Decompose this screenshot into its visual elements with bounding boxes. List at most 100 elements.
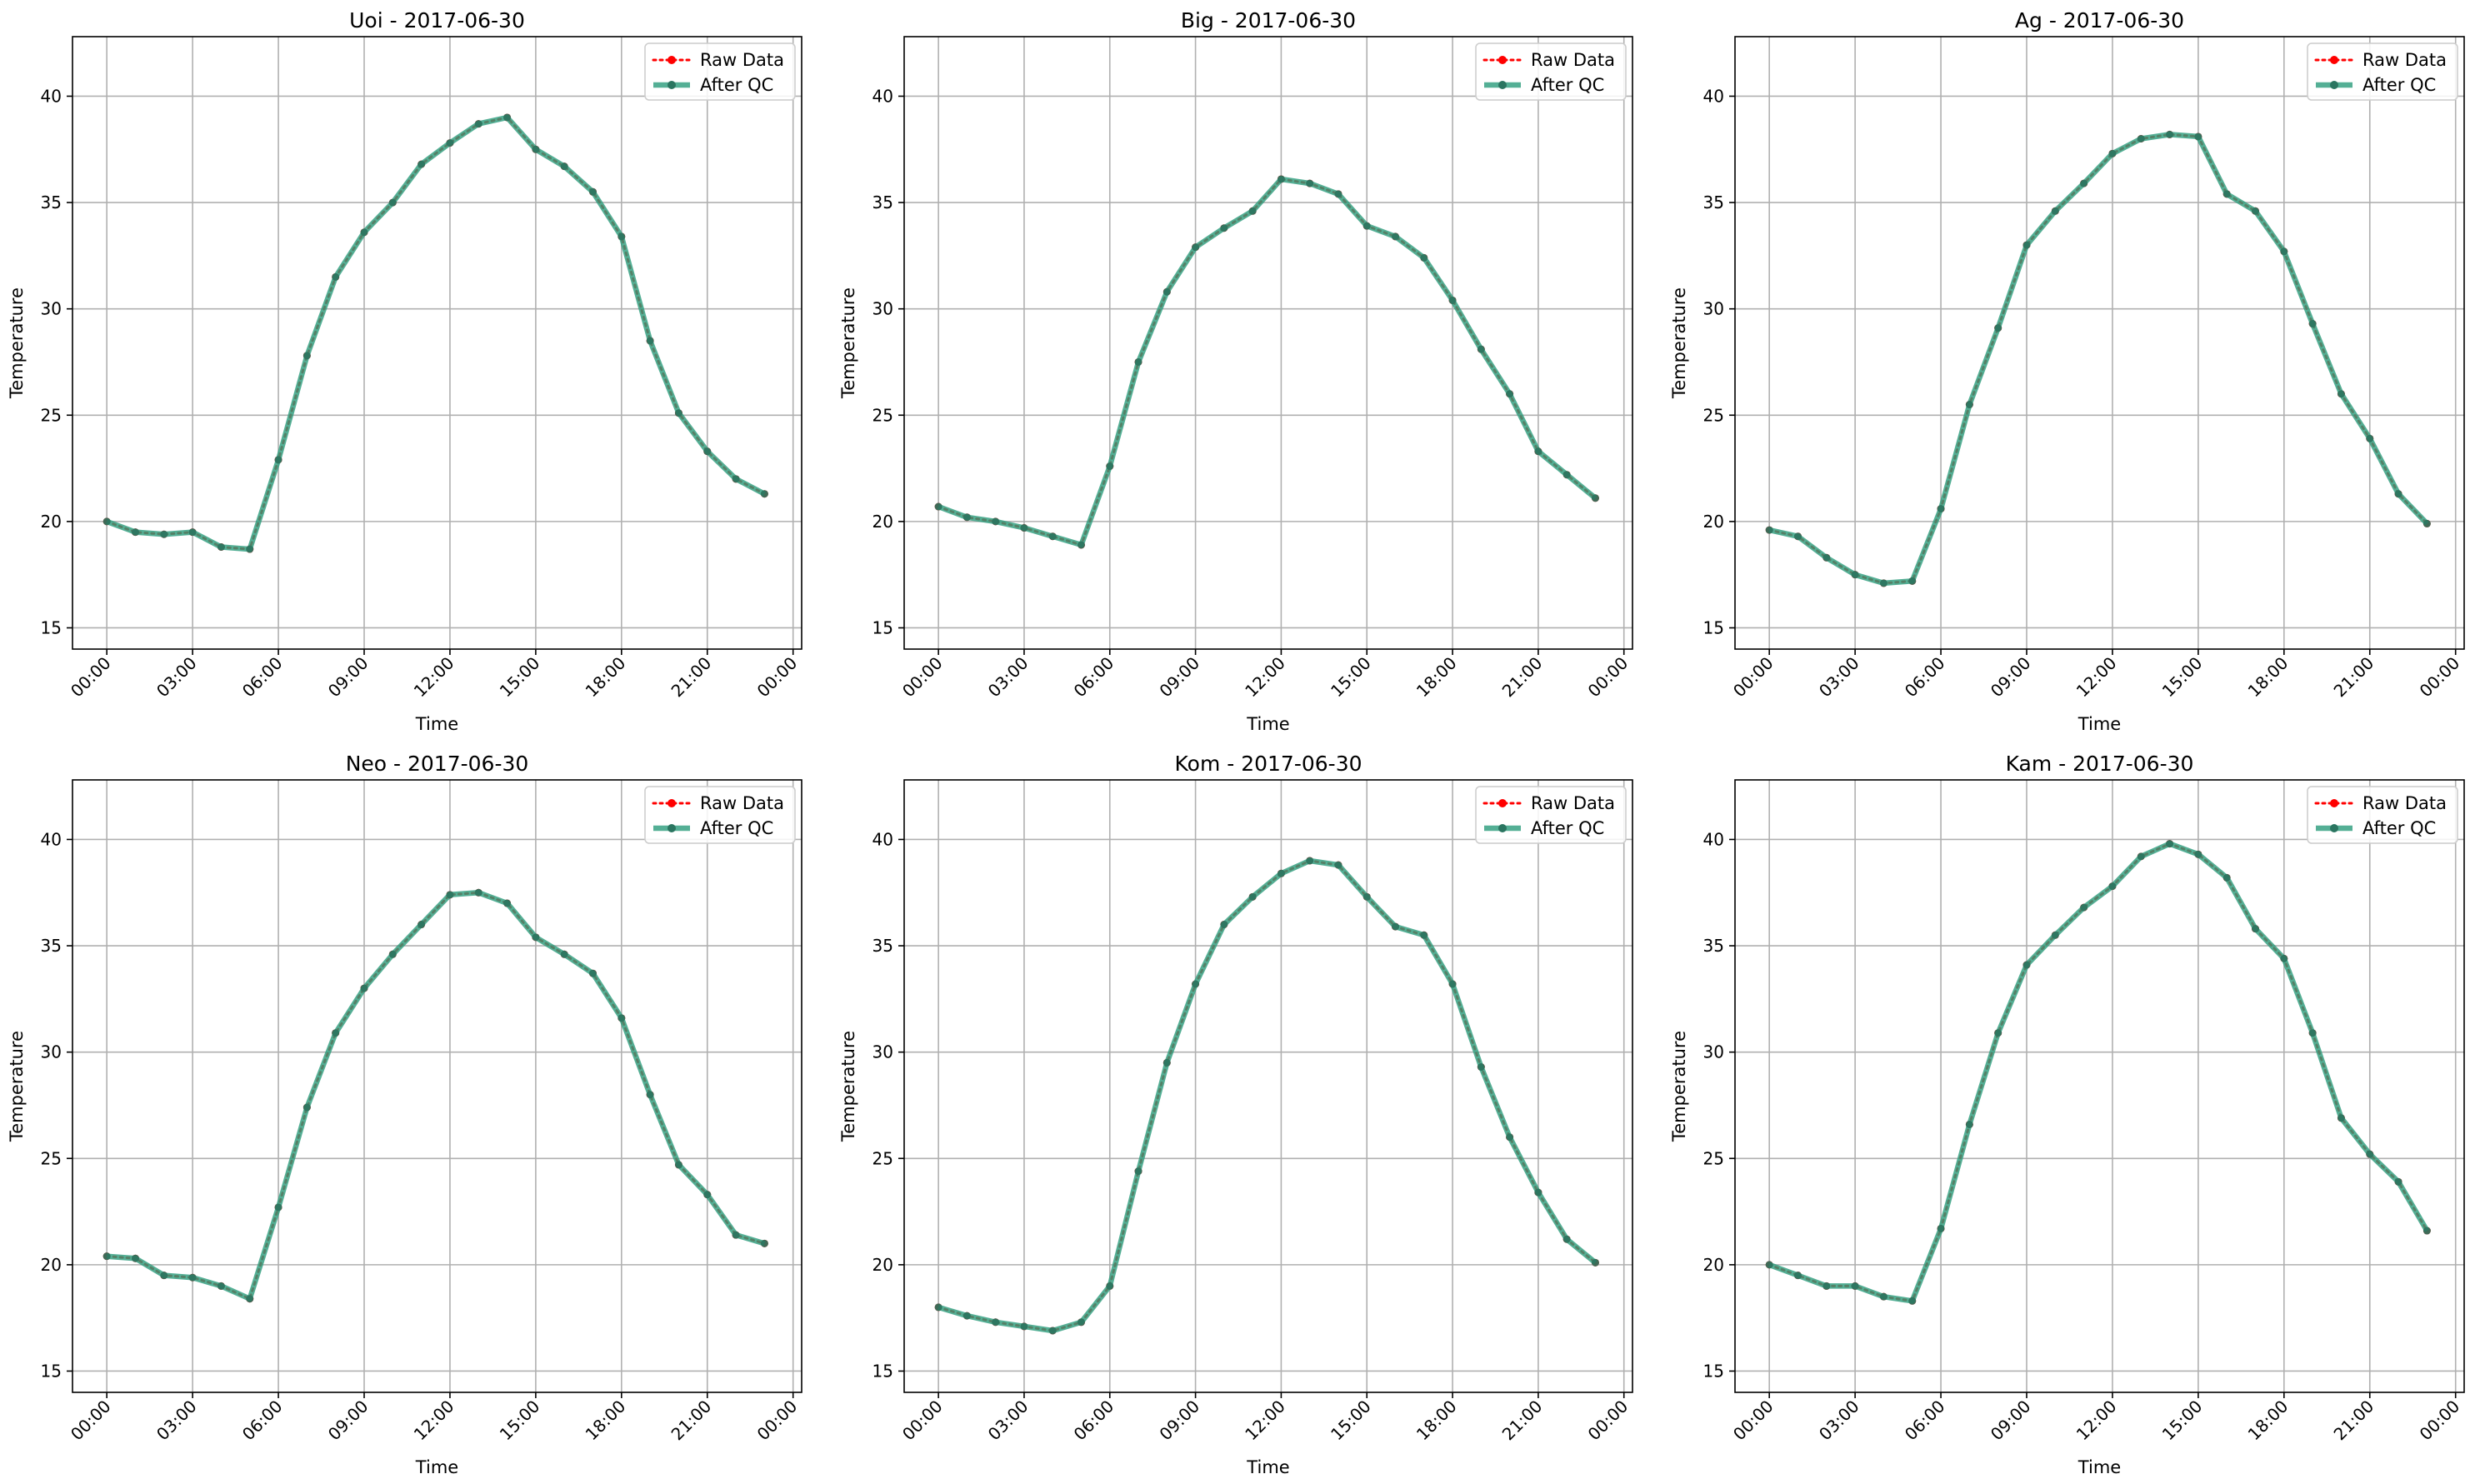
x-tick-label: 18:00 bbox=[2244, 1397, 2292, 1445]
x-tick-label: 03:00 bbox=[984, 653, 1032, 702]
x-tick-label: 00:00 bbox=[67, 653, 115, 702]
subplot-6: 00:00 03:00 06:00 09:00 12:00 15:00 18:00 21:00… bbox=[1669, 752, 2465, 1477]
y-axis-label: Temperature bbox=[838, 1031, 858, 1142]
legend-label-after-qc: After QC bbox=[1531, 818, 1604, 838]
legend-marker-after-qc bbox=[1498, 824, 1507, 832]
y-tick-label: 20 bbox=[1703, 512, 1724, 532]
x-tick-label: 12:00 bbox=[410, 1397, 458, 1445]
after-qc-point bbox=[446, 891, 454, 899]
after-qc-point bbox=[2194, 132, 2202, 141]
x-axis-label: Time bbox=[415, 1457, 458, 1477]
chart-title: Ag - 2017-06-30 bbox=[2015, 8, 2184, 32]
legend-marker-raw-data bbox=[1498, 799, 1507, 807]
after-qc-point bbox=[332, 1029, 340, 1037]
x-tick-label: 15:00 bbox=[2158, 653, 2207, 702]
y-tick-label: 35 bbox=[872, 936, 893, 956]
after-qc-point bbox=[646, 337, 654, 345]
x-tick-label: 00:00 bbox=[753, 1397, 802, 1445]
y-tick-label: 15 bbox=[872, 1361, 893, 1381]
series-line-after-qc bbox=[106, 890, 766, 1302]
after-qc-point bbox=[418, 921, 426, 929]
y-axis-label: Temperature bbox=[1669, 1031, 1689, 1142]
after-qc-point bbox=[1277, 869, 1285, 877]
y-tick-label: 30 bbox=[41, 1042, 62, 1062]
after-qc-point bbox=[1392, 922, 1400, 931]
legend-marker-after-qc bbox=[2330, 81, 2338, 89]
after-qc-point bbox=[188, 528, 197, 537]
y-tick-label: 30 bbox=[872, 299, 893, 319]
after-qc-point bbox=[1994, 1029, 2002, 1037]
after-qc-point bbox=[1192, 243, 1200, 252]
legend-label-after-qc: After QC bbox=[700, 75, 773, 95]
x-tick-label: 00:00 bbox=[1729, 1397, 1778, 1445]
legend: Raw Data After QC bbox=[644, 42, 796, 101]
x-tick-label: 03:00 bbox=[984, 1397, 1032, 1445]
after-qc-point bbox=[1793, 532, 1802, 541]
y-tick-label: 35 bbox=[872, 192, 893, 212]
after-qc-point bbox=[1477, 1063, 1485, 1072]
x-tick-label: 09:00 bbox=[324, 653, 372, 702]
after-qc-point bbox=[160, 1272, 168, 1280]
chart-title: Kam - 2017-06-30 bbox=[2006, 752, 2194, 776]
after-qc-point bbox=[1562, 471, 1571, 479]
after-qc-point bbox=[332, 272, 340, 281]
after-qc-point bbox=[2137, 135, 2145, 142]
y-tick-label: 25 bbox=[872, 405, 893, 425]
axes-frame bbox=[903, 36, 1633, 650]
x-tick-label: 00:00 bbox=[1584, 1397, 1632, 1445]
x-tick-label: 18:00 bbox=[1412, 1397, 1461, 1445]
after-qc-point bbox=[2022, 241, 2031, 249]
after-qc-point bbox=[1908, 577, 1917, 585]
legend: Raw Data After QC bbox=[1475, 786, 1627, 844]
after-qc-point bbox=[446, 139, 454, 147]
after-qc-point bbox=[2108, 149, 2117, 157]
x-axis-label: Time bbox=[2078, 1457, 2121, 1477]
x-tick-label: 00:00 bbox=[898, 653, 947, 702]
y-tick-label: 30 bbox=[41, 299, 62, 319]
legend-marker-raw-data bbox=[2330, 799, 2338, 807]
chart-title: Big - 2017-06-30 bbox=[1181, 8, 1356, 32]
after-qc-point bbox=[962, 1312, 971, 1320]
after-qc-point bbox=[1448, 980, 1457, 988]
y-tick-label: 35 bbox=[41, 192, 62, 212]
after-qc-point bbox=[2252, 207, 2260, 215]
x-axis-label: Time bbox=[415, 714, 458, 734]
after-qc-point bbox=[760, 1239, 768, 1247]
after-qc-point bbox=[1822, 553, 1831, 562]
legend-marker-raw-data bbox=[668, 799, 676, 807]
y-axis-label: Temperature bbox=[838, 287, 858, 399]
after-qc-point bbox=[1965, 1120, 1973, 1128]
x-tick-label: 12:00 bbox=[1241, 1397, 1289, 1445]
after-qc-point bbox=[188, 1273, 197, 1282]
subplot-2: 00:00 03:00 06:00 09:00 12:00 15:00 18:00 21:00… bbox=[838, 8, 1633, 734]
x-tick-label: 06:00 bbox=[238, 653, 287, 702]
after-qc-point bbox=[418, 160, 426, 168]
after-qc-point bbox=[474, 888, 482, 897]
y-tick-label: 20 bbox=[1703, 1255, 1724, 1275]
x-tick-label: 21:00 bbox=[2330, 1397, 2378, 1445]
after-qc-point bbox=[1937, 1224, 1945, 1232]
y-tick-label: 20 bbox=[872, 1255, 893, 1275]
after-qc-point bbox=[1020, 524, 1028, 532]
after-qc-point bbox=[2280, 247, 2288, 256]
after-qc-point bbox=[1908, 1297, 1917, 1305]
after-qc-point bbox=[1192, 980, 1200, 988]
x-axis-label: Time bbox=[1246, 1457, 1289, 1477]
after-qc-point bbox=[2166, 130, 2174, 138]
after-qc-point bbox=[1591, 494, 1599, 502]
after-qc-point bbox=[1534, 447, 1542, 456]
x-axis-label: Time bbox=[2078, 714, 2121, 734]
after-qc-point bbox=[2308, 320, 2317, 328]
after-qc-point bbox=[589, 969, 598, 977]
y-tick-label: 15 bbox=[41, 1361, 62, 1381]
after-qc-point bbox=[1362, 222, 1371, 230]
after-qc-point bbox=[1078, 541, 1086, 549]
after-qc-point bbox=[934, 502, 942, 511]
legend-label-raw-data: Raw Data bbox=[700, 793, 784, 813]
after-qc-point bbox=[2194, 850, 2202, 858]
y-tick-label: 25 bbox=[1703, 1148, 1724, 1168]
y-tick-label: 30 bbox=[872, 1042, 893, 1062]
after-qc-point bbox=[1534, 1188, 1542, 1197]
after-qc-point bbox=[2366, 434, 2374, 442]
series-line-after-qc bbox=[937, 176, 1598, 548]
